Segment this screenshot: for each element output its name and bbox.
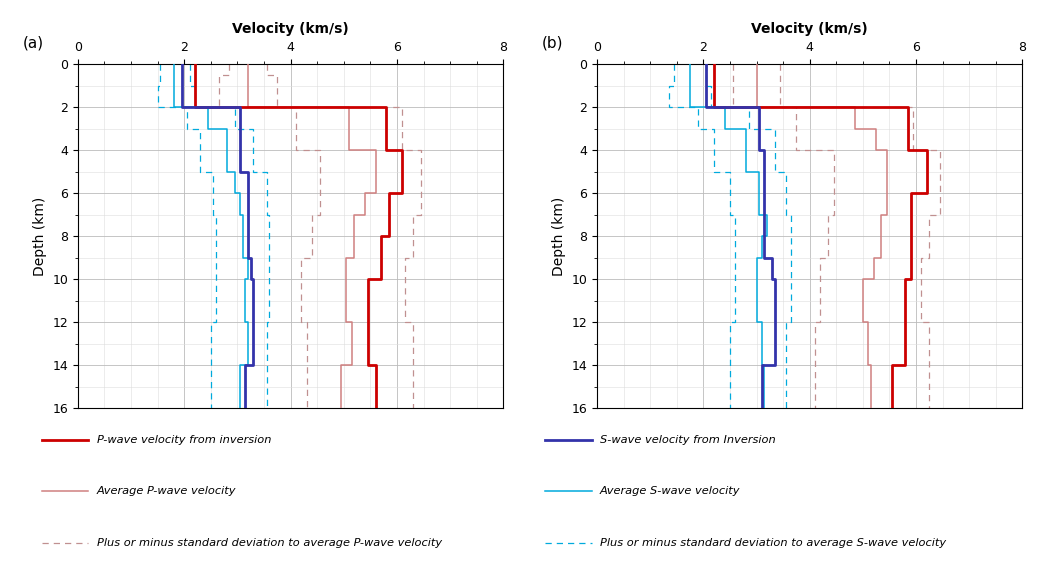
- Y-axis label: Depth (km): Depth (km): [552, 196, 566, 276]
- Text: Plus or minus standard deviation to average S-wave velocity: Plus or minus standard deviation to aver…: [600, 538, 946, 548]
- Y-axis label: Depth (km): Depth (km): [33, 196, 47, 276]
- Text: S-wave velocity from Inversion: S-wave velocity from Inversion: [600, 435, 775, 445]
- Text: (b): (b): [542, 36, 564, 50]
- Text: Average P-wave velocity: Average P-wave velocity: [97, 486, 236, 497]
- Text: Plus or minus standard deviation to average P-wave velocity: Plus or minus standard deviation to aver…: [97, 538, 441, 548]
- X-axis label: Velocity (km/s): Velocity (km/s): [233, 22, 349, 36]
- Text: P-wave velocity from inversion: P-wave velocity from inversion: [97, 435, 271, 445]
- X-axis label: Velocity (km/s): Velocity (km/s): [752, 22, 868, 36]
- Text: (a): (a): [23, 36, 44, 50]
- Text: Average S-wave velocity: Average S-wave velocity: [600, 486, 740, 497]
